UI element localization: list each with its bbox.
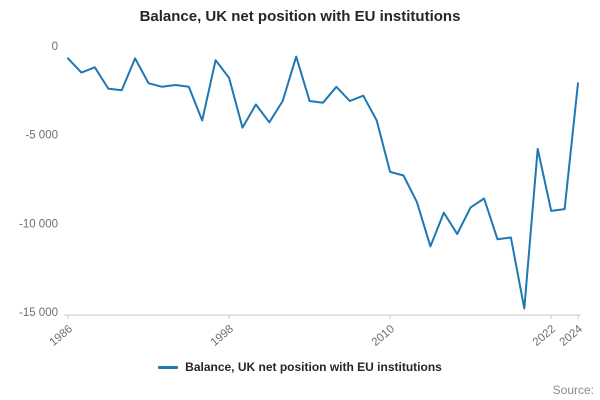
legend: Balance, UK net position with EU institu… xyxy=(0,360,600,374)
y-tick-label: 0 xyxy=(52,41,58,53)
source-label: Source: xyxy=(552,383,594,397)
legend-label: Balance, UK net position with EU institu… xyxy=(185,360,442,374)
x-tick-label: 2022 xyxy=(531,323,558,348)
y-tick-label: -10 000 xyxy=(19,218,58,230)
chart-title: Balance, UK net position with EU institu… xyxy=(139,8,461,25)
y-tick-label: -5 000 xyxy=(25,130,58,142)
legend-line-marker xyxy=(158,365,179,369)
x-tick-label: 1986 xyxy=(48,323,75,348)
line-chart: 1986 1998 2010 2022 2024 0 -5 000 -10 000 -15 00… xyxy=(19,41,585,348)
data-series-line xyxy=(67,55,579,310)
x-tick-label: 1998 xyxy=(209,323,236,348)
x-tick-label: 2010 xyxy=(370,323,397,348)
plot-area: 1986 1998 2010 2022 2024 0 -5 000 -10 000 -15 00… xyxy=(19,41,585,348)
x-tick-label: 2024 xyxy=(558,323,586,348)
y-tick-label: -15 000 xyxy=(19,307,58,319)
